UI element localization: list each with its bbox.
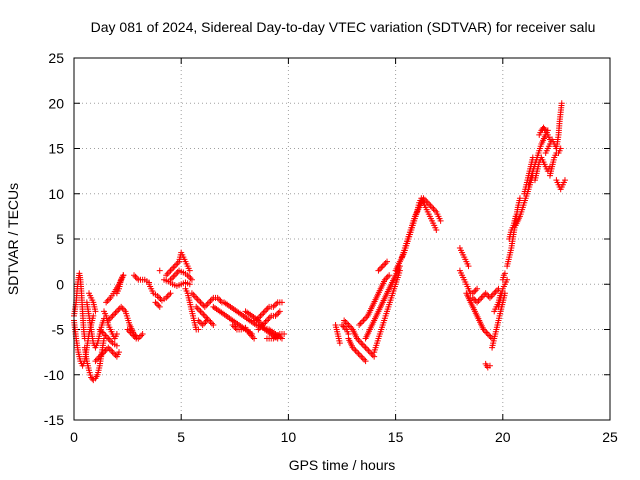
data-point bbox=[156, 267, 163, 274]
data-point bbox=[362, 358, 369, 365]
data-point bbox=[113, 331, 120, 338]
data-point bbox=[561, 177, 568, 184]
data-point bbox=[281, 331, 288, 338]
data-point bbox=[541, 126, 548, 133]
y-tick-label: 15 bbox=[48, 141, 64, 157]
data-point bbox=[139, 331, 146, 338]
data-point bbox=[437, 217, 444, 224]
x-tick-label: 10 bbox=[281, 429, 297, 445]
data-point bbox=[210, 321, 217, 328]
data-point bbox=[557, 145, 564, 152]
data-point bbox=[558, 100, 565, 107]
data-point bbox=[113, 342, 120, 349]
y-axis-label: SDTVAR / TECUs bbox=[5, 183, 21, 295]
data-point bbox=[156, 303, 163, 310]
data-point bbox=[186, 267, 193, 274]
x-tick-label: 5 bbox=[177, 429, 185, 445]
x-tick-label: 15 bbox=[388, 429, 404, 445]
data-point bbox=[516, 195, 523, 202]
y-tick-label: 10 bbox=[48, 186, 64, 202]
y-tick-label: 5 bbox=[56, 231, 64, 247]
data-point bbox=[486, 362, 493, 369]
data-point bbox=[133, 335, 140, 342]
data-point bbox=[92, 308, 99, 315]
y-tick-label: -5 bbox=[52, 322, 65, 338]
x-axis-label: GPS time / hours bbox=[289, 457, 396, 473]
plot-frame bbox=[73, 57, 611, 421]
x-tick-label: 0 bbox=[70, 429, 78, 445]
x-tick-label: 20 bbox=[495, 429, 511, 445]
data-point bbox=[465, 263, 472, 270]
data-point bbox=[384, 258, 391, 265]
tick-labels: 0 5 10 15 20 25 -15 -10 -5 0 5 10 15 20 25 bbox=[44, 50, 618, 445]
data-point bbox=[386, 272, 393, 279]
chart-title: Day 081 of 2024, Sidereal Day-to-day VTE… bbox=[91, 19, 596, 35]
data-point bbox=[203, 317, 210, 324]
grid-lines bbox=[74, 58, 610, 420]
x-tick-label: 25 bbox=[602, 429, 618, 445]
data-point bbox=[167, 290, 174, 297]
data-point bbox=[501, 270, 508, 277]
data-point bbox=[336, 340, 343, 347]
data-point bbox=[251, 335, 258, 342]
data-point bbox=[474, 285, 481, 292]
y-tick-label: -15 bbox=[44, 412, 64, 428]
data-point bbox=[120, 272, 127, 279]
y-tick-label: 0 bbox=[56, 276, 64, 292]
data-point bbox=[195, 326, 202, 333]
y-tick-label: 25 bbox=[48, 50, 64, 66]
data-point bbox=[116, 349, 123, 356]
data-point bbox=[497, 290, 504, 297]
y-tick-label: 20 bbox=[48, 95, 64, 111]
y-tick-label: -10 bbox=[44, 367, 64, 383]
data-point bbox=[276, 308, 283, 315]
data-point bbox=[433, 226, 440, 233]
data-point bbox=[278, 299, 285, 306]
data-point bbox=[188, 276, 195, 283]
data-markers bbox=[71, 100, 568, 384]
data-point bbox=[186, 281, 193, 288]
